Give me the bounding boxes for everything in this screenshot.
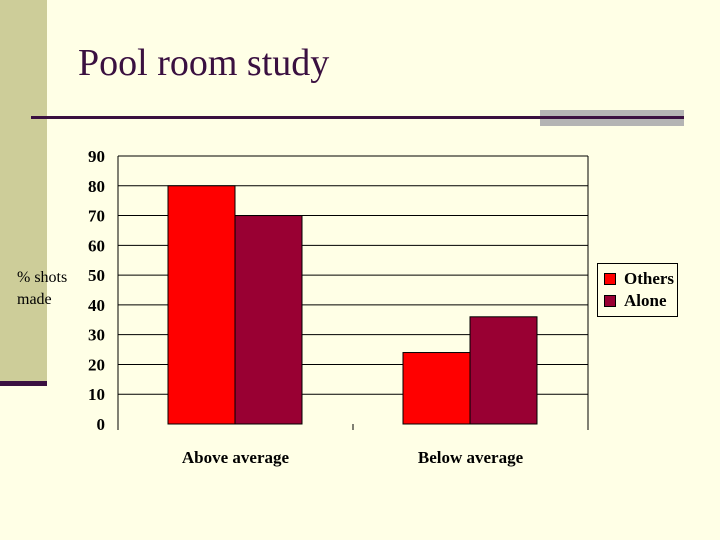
y-tick-label: 80 (88, 177, 105, 196)
bar-alone-1 (469, 316, 538, 425)
sidebar-foot-decoration (0, 381, 47, 386)
legend: Others Alone (597, 263, 678, 317)
axis-layer (117, 156, 589, 430)
legend-item-others: Others (604, 269, 674, 289)
y-tick-label: 40 (88, 296, 105, 315)
y-axis-label: % shots made (17, 269, 68, 308)
y-tick-label: 0 (97, 415, 106, 434)
label-layer: 0 10 20 30 40 50 60 70 80 90 Above average Below av… (88, 147, 524, 467)
title-rule-accent-line (540, 116, 684, 119)
legend-swatch-others (604, 273, 616, 285)
x-category-label: Above average (182, 448, 290, 467)
bar-layer (167, 185, 538, 425)
bar-others-1 (402, 352, 471, 425)
y-tick-label: 90 (88, 147, 105, 166)
sidebar-decoration (0, 0, 47, 381)
slide-title: Pool room study (78, 42, 330, 84)
legend-swatch-alone (604, 295, 616, 307)
title-rule (31, 116, 682, 119)
legend-item-alone: Alone (604, 291, 667, 311)
bar-others-0 (167, 185, 236, 425)
legend-label-others: Others (624, 269, 675, 288)
y-tick-label: 20 (88, 355, 105, 374)
bar-alone-0 (234, 215, 303, 425)
y-tick-label: 70 (88, 207, 105, 226)
legend-label-alone: Alone (624, 291, 667, 310)
y-tick-label: 30 (88, 326, 105, 345)
y-tick-label: 10 (88, 385, 105, 404)
y-tick-label: 50 (88, 266, 105, 285)
y-tick-label: 60 (88, 236, 105, 255)
x-category-label: Below average (418, 448, 524, 467)
